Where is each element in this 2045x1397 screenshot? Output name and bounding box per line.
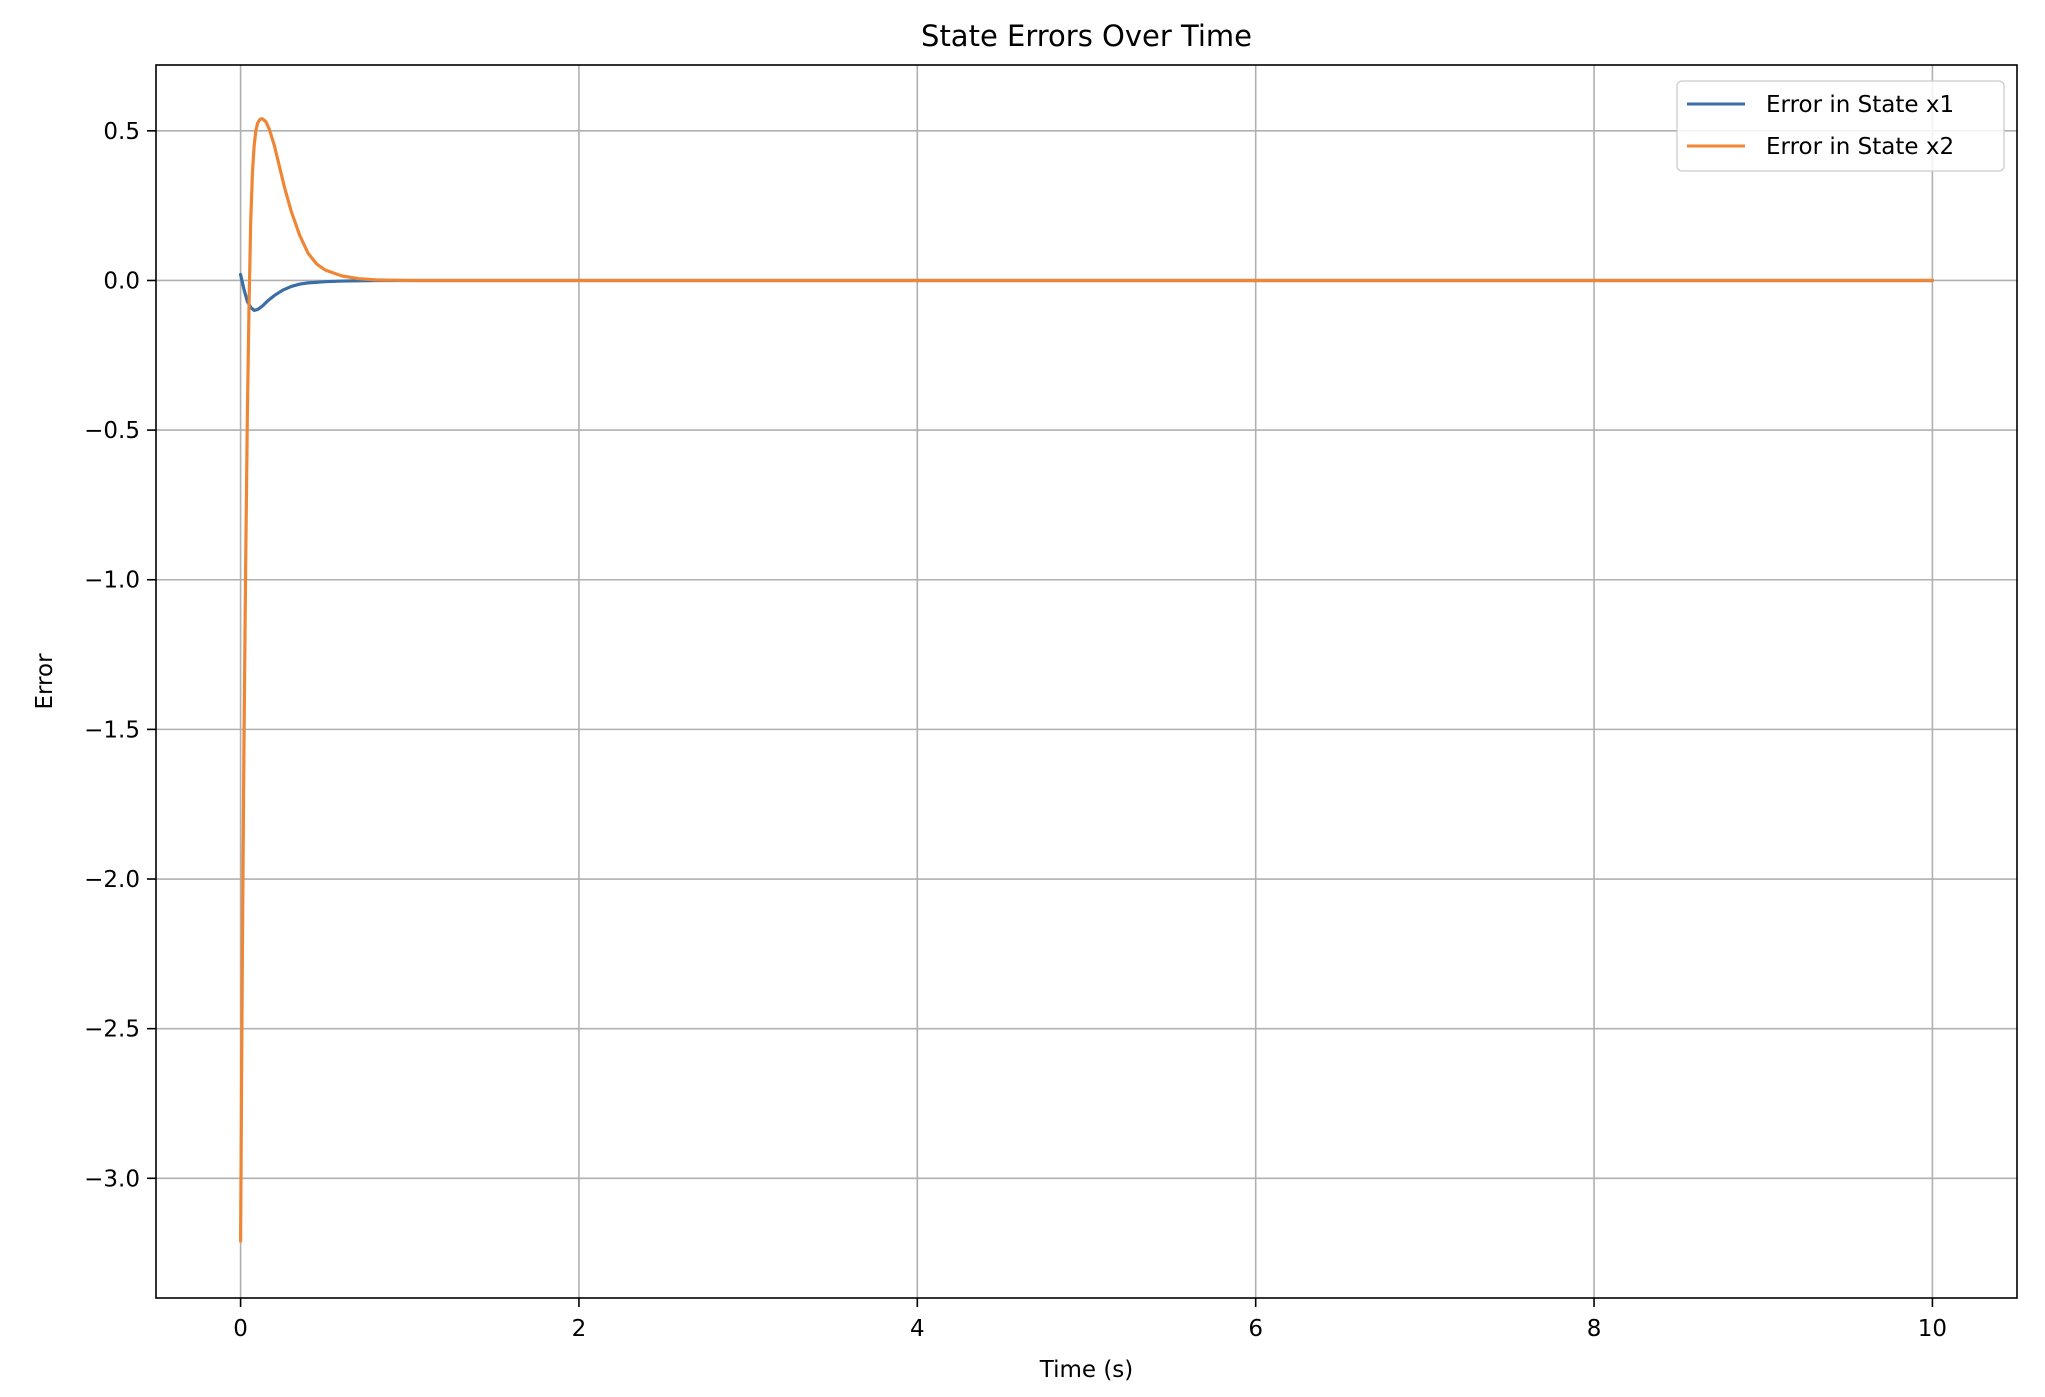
y-axis-title: Error [32,653,58,710]
y-tick-label: −0.5 [84,418,140,444]
legend-label-x2: Error in State x2 [1766,134,1954,160]
plot-frame [155,64,2018,1299]
series-line-2 [238,117,1935,1243]
y-tick-label: −1.5 [84,717,140,743]
x-axis-title: Time (s) [1039,1357,1134,1383]
x-tick-label: 6 [1248,1316,1263,1342]
x-tick-label: 4 [910,1316,925,1342]
x-tick-label: 10 [1918,1316,1947,1342]
legend-box [1676,80,2005,172]
grid [156,65,2017,1298]
y-tick-label: −2.5 [84,1017,140,1043]
y-tick-label: −3.0 [84,1166,140,1192]
y-tick-label: −2.0 [84,867,140,893]
y-tick-label: −1.0 [84,568,140,594]
legend: Error in State x1 Error in State x2 [1676,80,2005,172]
x-tick-label: 0 [233,1316,248,1342]
y-tick-label: 0.5 [103,119,140,145]
chart-title: State Errors Over Time [921,19,1252,53]
x-tick-label: 8 [1587,1316,1602,1342]
y-tick-label: 0.0 [103,268,140,294]
legend-label-x1: Error in State x1 [1766,92,1954,118]
series-group [238,117,1935,1243]
x-tick-label: 2 [572,1316,587,1342]
axis-ticks: 0 2 4 6 8 10 0.5 0.0 −0.5 −1.0 −1.5 −2.0 −2.5 −3.0 [84,119,1947,1342]
